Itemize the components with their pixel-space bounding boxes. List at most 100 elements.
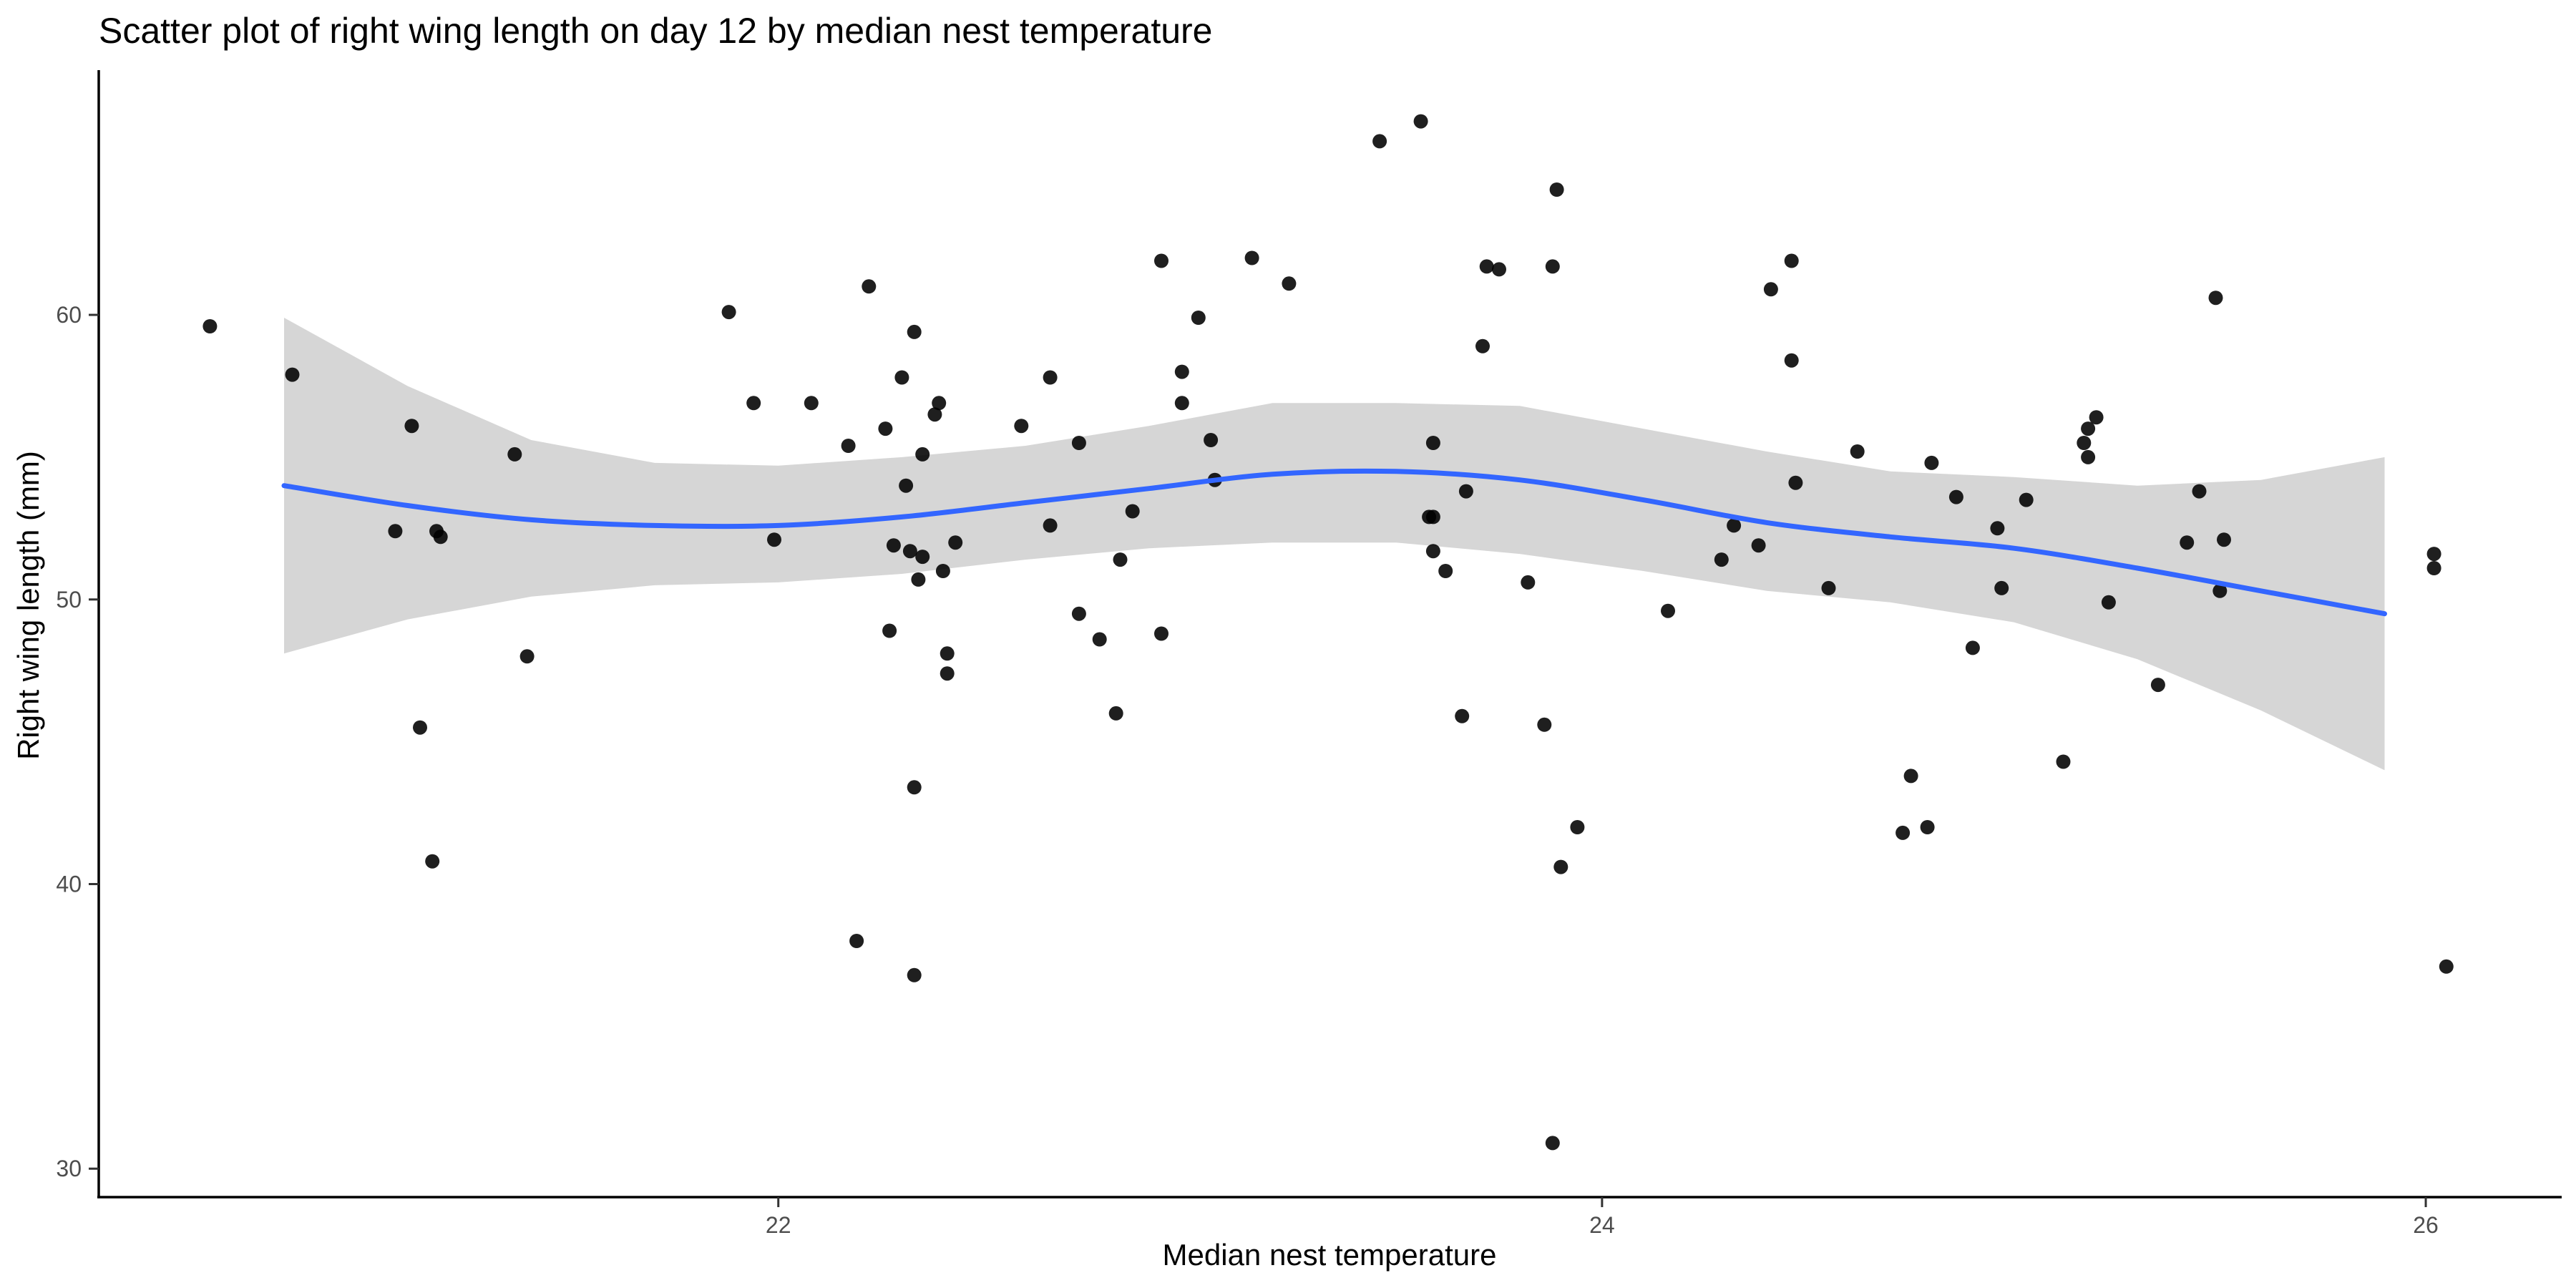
- data-point-74: [1727, 518, 1742, 533]
- data-point-87: [1965, 640, 1980, 655]
- data-point-76: [1763, 282, 1778, 297]
- data-point-70: [1553, 859, 1568, 874]
- data-point-27: [915, 550, 930, 565]
- data-point-40: [1092, 632, 1107, 647]
- data-point-68: [1545, 259, 1560, 274]
- data-point-43: [1125, 504, 1140, 519]
- data-point-3: [404, 419, 419, 434]
- data-point-67: [1545, 1136, 1560, 1151]
- data-point-59: [1438, 564, 1453, 578]
- data-point-23: [907, 780, 922, 795]
- data-point-97: [2150, 678, 2165, 693]
- data-point-28: [915, 447, 930, 462]
- data-point-98: [2180, 535, 2195, 550]
- data-point-91: [2056, 754, 2071, 769]
- data-point-48: [1191, 311, 1206, 325]
- data-point-2: [388, 524, 403, 539]
- data-point-39: [1071, 606, 1086, 621]
- data-point-34: [948, 535, 963, 550]
- data-point-100: [2208, 291, 2223, 306]
- data-point-13: [804, 396, 819, 411]
- data-point-4: [413, 720, 427, 735]
- data-point-84: [1920, 820, 1935, 834]
- data-point-71: [1570, 820, 1585, 834]
- data-point-63: [1479, 259, 1494, 274]
- data-point-62: [1475, 338, 1490, 353]
- data-point-47: [1174, 396, 1189, 411]
- data-point-20: [894, 370, 909, 385]
- data-point-79: [1788, 475, 1803, 490]
- smooth-line: [281, 468, 2387, 617]
- data-point-93: [2081, 421, 2096, 436]
- data-point-24: [907, 324, 922, 339]
- data-point-36: [1043, 518, 1058, 533]
- data-point-94: [2081, 449, 2096, 464]
- data-point-15: [849, 934, 864, 948]
- data-point-58: [1425, 436, 1440, 450]
- data-point-92: [2077, 436, 2092, 450]
- data-point-1: [285, 367, 300, 382]
- data-point-66: [1537, 717, 1552, 732]
- data-point-69: [1549, 182, 1564, 197]
- data-point-45: [1154, 253, 1169, 268]
- data-point-38: [1071, 436, 1086, 450]
- data-point-41: [1108, 706, 1123, 721]
- y-tick-label-1: 40: [56, 872, 82, 897]
- data-point-19: [886, 538, 901, 553]
- data-point-52: [1282, 276, 1297, 291]
- data-point-14: [841, 439, 856, 453]
- data-point-75: [1751, 538, 1766, 553]
- scatter-points-layer: [203, 114, 2454, 1151]
- data-point-57: [1425, 544, 1440, 559]
- data-point-25: [907, 967, 922, 982]
- x-tick-label-2: 26: [2413, 1212, 2439, 1238]
- data-point-26: [911, 572, 926, 587]
- data-point-101: [2212, 583, 2228, 598]
- smooth-line-layer: [281, 468, 2387, 617]
- data-point-64: [1492, 262, 1506, 277]
- data-point-53: [1372, 134, 1387, 149]
- data-point-90: [2019, 492, 2034, 507]
- data-point-17: [878, 421, 893, 436]
- confidence-band: [284, 318, 2385, 771]
- y-axis-title: Right wing length (mm): [11, 451, 45, 760]
- data-point-16: [862, 279, 877, 294]
- data-point-102: [2217, 532, 2231, 547]
- data-point-65: [1521, 575, 1536, 590]
- data-point-104: [2426, 561, 2441, 575]
- y-tick-label-3: 60: [56, 302, 82, 328]
- data-point-96: [2101, 595, 2116, 610]
- y-ticks: 30 40 50 60: [56, 302, 99, 1181]
- data-point-103: [2426, 547, 2441, 562]
- data-point-42: [1113, 552, 1128, 567]
- data-point-73: [1714, 552, 1729, 567]
- data-point-12: [767, 532, 781, 547]
- data-point-80: [1821, 580, 1836, 595]
- data-point-5: [425, 854, 440, 869]
- x-axis-title: Median nest temperature: [1163, 1238, 1497, 1272]
- data-point-0: [203, 319, 218, 333]
- y-tick-label-2: 50: [56, 587, 82, 613]
- data-point-9: [519, 649, 535, 664]
- data-point-31: [935, 564, 950, 578]
- data-point-22: [902, 544, 917, 559]
- data-point-46: [1174, 364, 1189, 379]
- data-point-11: [746, 396, 761, 411]
- data-point-77: [1784, 353, 1799, 368]
- data-point-89: [1994, 580, 2009, 595]
- data-point-72: [1661, 603, 1675, 618]
- data-point-51: [1244, 250, 1259, 265]
- data-point-60: [1455, 708, 1470, 723]
- data-point-35: [1014, 419, 1029, 434]
- data-point-78: [1784, 253, 1799, 268]
- data-point-18: [882, 623, 897, 638]
- data-point-44: [1154, 626, 1169, 641]
- data-point-8: [507, 447, 522, 462]
- data-point-37: [1043, 370, 1058, 385]
- data-point-29: [927, 407, 942, 422]
- data-point-61: [1458, 484, 1473, 499]
- data-point-86: [1948, 489, 1963, 504]
- y-tick-label-0: 30: [56, 1156, 82, 1181]
- data-point-83: [1903, 769, 1918, 784]
